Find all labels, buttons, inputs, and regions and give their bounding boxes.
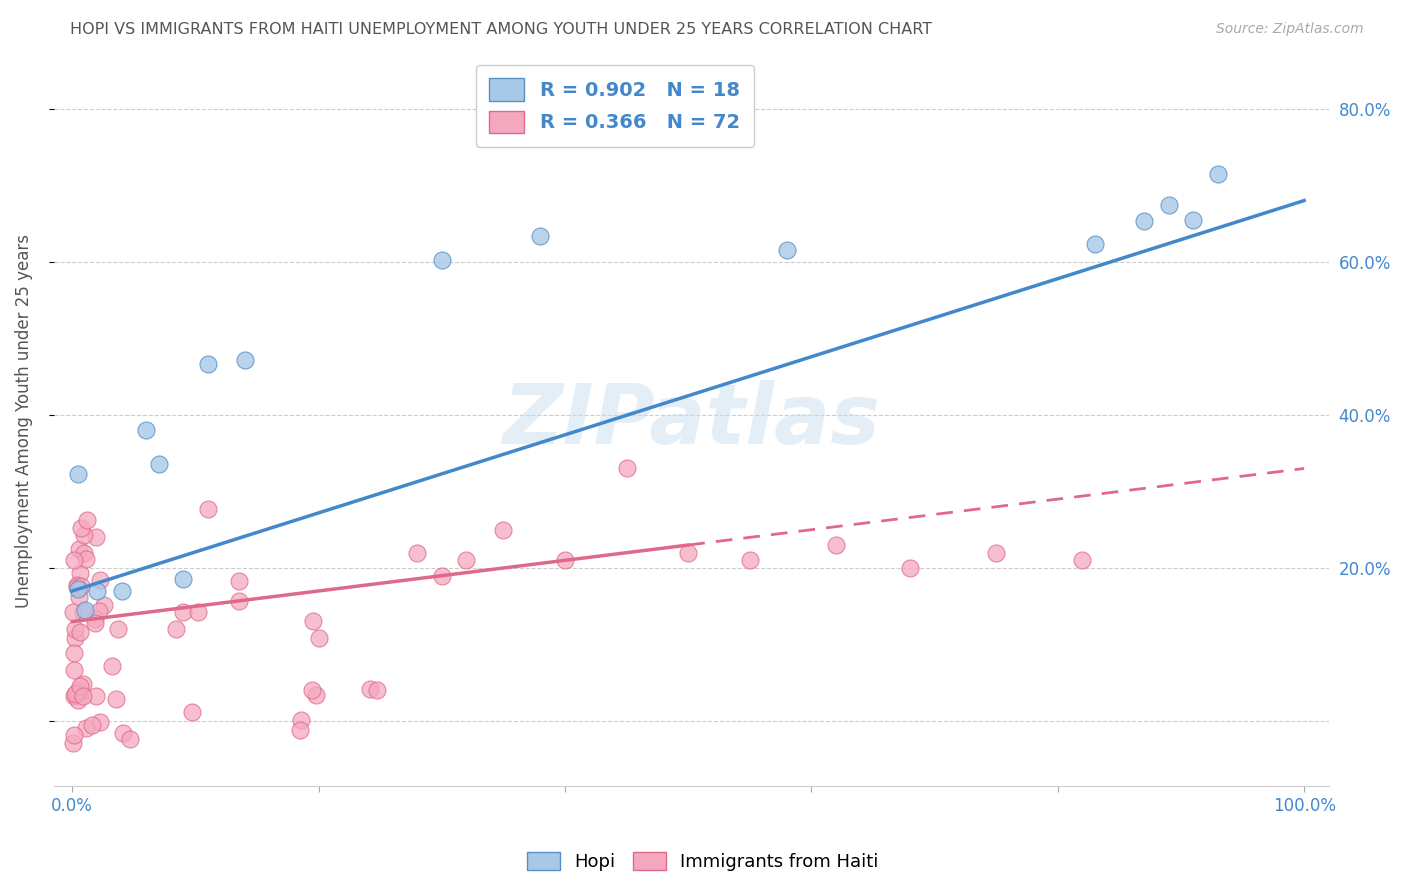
Point (986, 546, 1008, 560)
Point (66, 581, 89, 595)
Point (1133, 213, 1156, 227)
Point (1206, 167, 1229, 181)
Point (75, 721, 97, 735)
Point (101, 658, 124, 673)
Point (67, 582, 90, 596)
Point (118, 732, 141, 747)
Point (65, 631, 87, 645)
Point (69, 566, 91, 580)
Point (110, 583, 132, 598)
Point (1084, 237, 1107, 252)
Point (107, 622, 129, 636)
Point (84, 530, 107, 544)
Point (84, 615, 107, 630)
Point (86, 583, 108, 598)
Y-axis label: Unemployment Among Youth under 25 years: Unemployment Among Youth under 25 years (15, 234, 32, 607)
Point (616, 461, 638, 475)
Point (72, 690, 94, 704)
Point (63, 728, 86, 742)
Point (62, 553, 84, 567)
Point (301, 683, 323, 698)
Point (554, 553, 576, 567)
Point (1071, 553, 1094, 567)
Point (898, 561, 921, 575)
Point (73, 603, 96, 617)
Point (84, 612, 107, 626)
Point (73, 545, 96, 559)
Point (76, 513, 98, 527)
Point (406, 546, 429, 560)
Point (228, 594, 250, 608)
Point (366, 683, 388, 698)
Point (67, 590, 90, 604)
Point (69, 579, 91, 593)
Point (197, 357, 219, 371)
Point (67, 541, 90, 556)
Point (63, 687, 86, 701)
Text: Source: ZipAtlas.com: Source: ZipAtlas.com (1216, 22, 1364, 37)
Point (359, 681, 381, 696)
Point (301, 614, 323, 628)
Point (233, 353, 256, 368)
Point (72, 606, 94, 620)
Point (111, 726, 134, 740)
Point (89, 714, 111, 729)
Point (290, 723, 312, 737)
Point (290, 713, 312, 727)
Point (67, 685, 90, 699)
Point (1182, 213, 1205, 227)
Point (69, 679, 91, 693)
Point (456, 553, 478, 567)
Point (825, 538, 848, 552)
Point (62, 646, 84, 660)
Point (676, 546, 699, 560)
Legend: Hopi, Immigrants from Haiti: Hopi, Immigrants from Haiti (520, 845, 886, 879)
Point (69, 520, 91, 534)
Point (308, 631, 330, 645)
Point (75, 552, 97, 566)
Point (187, 605, 209, 619)
Point (738, 553, 761, 567)
Point (305, 688, 328, 702)
Point (172, 572, 194, 586)
Point (62, 663, 84, 677)
Point (148, 457, 170, 471)
Text: HOPI VS IMMIGRANTS FROM HAITI UNEMPLOYMENT AMONG YOUTH UNDER 25 YEARS CORRELATIO: HOPI VS IMMIGRANTS FROM HAITI UNEMPLOYME… (70, 22, 932, 37)
Point (529, 229, 551, 244)
Point (93, 598, 115, 612)
Point (69, 625, 91, 640)
Point (165, 622, 187, 636)
Point (180, 705, 202, 719)
Point (67, 467, 90, 482)
Point (492, 523, 515, 537)
Point (776, 243, 799, 257)
Point (430, 252, 453, 267)
Point (65, 686, 87, 700)
Point (62, 605, 84, 619)
Point (66, 693, 89, 707)
Point (65, 622, 87, 636)
Point (197, 501, 219, 516)
Text: ZIPatlas: ZIPatlas (502, 380, 880, 461)
Point (135, 423, 157, 437)
Point (62, 736, 84, 750)
Point (66, 577, 89, 591)
Point (87, 604, 110, 618)
Point (228, 574, 250, 589)
Legend: R = 0.902   N = 18, R = 0.366   N = 72: R = 0.902 N = 18, R = 0.366 N = 72 (475, 65, 754, 146)
Point (63, 689, 86, 703)
Point (89, 574, 111, 588)
Point (1157, 198, 1180, 212)
Point (67, 683, 90, 698)
Point (84, 689, 107, 703)
Point (430, 568, 453, 582)
Point (73, 528, 96, 542)
Point (104, 692, 127, 706)
Point (80, 718, 103, 732)
Point (72, 677, 94, 691)
Point (172, 605, 194, 619)
